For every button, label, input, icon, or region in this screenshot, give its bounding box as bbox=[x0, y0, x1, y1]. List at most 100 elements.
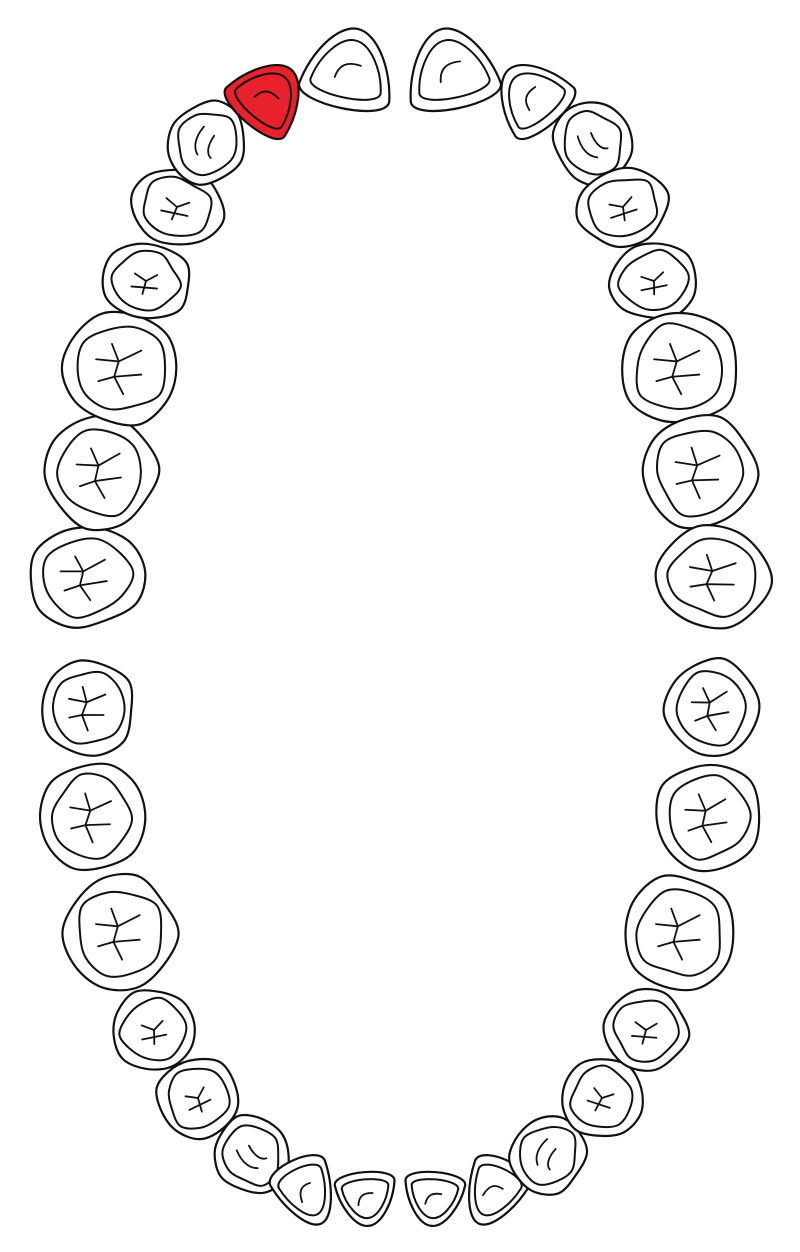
lower-right-third-molar[interactable] bbox=[38, 657, 135, 759]
upper-left-lateral-incisor[interactable] bbox=[480, 45, 583, 147]
upper-right-first-molar-occlusal-outline bbox=[76, 325, 167, 411]
upper-right-first-premolar-fissure-3 bbox=[160, 209, 189, 217]
upper-left-first-molar-crown-outline bbox=[621, 311, 738, 424]
upper-right-central-incisor[interactable] bbox=[296, 19, 403, 117]
lower-right-second-premolar[interactable] bbox=[108, 984, 200, 1075]
upper-left-third-molar-fissure-1 bbox=[705, 553, 716, 602]
upper-left-second-molar-fissure-3 bbox=[696, 454, 721, 467]
lower-right-first-molar[interactable] bbox=[61, 872, 180, 992]
lower-left-lateral-incisor-occlusal-outline bbox=[473, 1163, 523, 1217]
upper-right-canine-crown-outline bbox=[166, 99, 246, 186]
lower-left-first-molar[interactable] bbox=[624, 874, 735, 992]
lower-right-first-molar-fissure-3 bbox=[116, 914, 141, 928]
lower-left-third-molar-fissure-5 bbox=[694, 715, 709, 722]
upper-right-third-molar-occlusal-outline bbox=[42, 537, 135, 619]
lower-right-first-premolar-occlusal-outline bbox=[167, 1067, 231, 1130]
upper-left-third-molar[interactable] bbox=[651, 521, 776, 633]
lower-right-first-molar-fissure-5 bbox=[97, 940, 115, 948]
upper-left-third-molar-fissure-4 bbox=[705, 583, 735, 586]
lower-left-second-molar-fissure-5 bbox=[687, 824, 704, 832]
upper-left-second-premolar-fissure-3 bbox=[640, 284, 668, 292]
lower-left-second-premolar-occlusal-outline bbox=[612, 999, 680, 1063]
upper-right-first-molar-fissure-3 bbox=[117, 349, 143, 363]
lower-left-canine[interactable] bbox=[497, 1102, 599, 1206]
upper-left-third-molar-fissure-2 bbox=[688, 566, 714, 572]
upper-right-canine[interactable] bbox=[153, 87, 261, 199]
lower-left-first-premolar[interactable] bbox=[550, 1046, 656, 1151]
upper-left-second-premolar[interactable] bbox=[604, 238, 701, 326]
upper-left-second-molar-occlusal-outline bbox=[656, 429, 745, 518]
upper-left-first-molar[interactable] bbox=[621, 311, 738, 424]
upper-right-canine-fissure-1 bbox=[194, 125, 205, 156]
lower-right-first-molar-fissure-1 bbox=[110, 907, 124, 961]
lower-right-first-molar-fissure-4 bbox=[112, 938, 141, 943]
lower-left-second-premolar-fissure-3 bbox=[631, 1035, 658, 1039]
lower-left-first-premolar-occlusal-outline bbox=[569, 1064, 634, 1129]
upper-left-canine-occlusal-outline bbox=[563, 110, 623, 176]
upper-right-second-molar-fissure-3 bbox=[97, 452, 121, 467]
lower-left-central-incisor-occlusal-outline bbox=[410, 1178, 460, 1220]
lower-left-first-molar-crown-outline bbox=[624, 874, 735, 992]
upper-left-central-incisor[interactable] bbox=[397, 19, 504, 117]
lower-right-second-molar-fissure-4 bbox=[84, 823, 111, 826]
upper-right-first-molar-fissure-4 bbox=[113, 373, 143, 378]
lower-left-canine-fissure-2 bbox=[547, 1148, 557, 1171]
upper-right-second-premolar-fissure-3 bbox=[130, 285, 158, 290]
lower-left-central-incisor[interactable] bbox=[402, 1170, 467, 1229]
lower-right-second-molar-fissure-2 bbox=[69, 806, 92, 812]
lower-left-third-molar[interactable] bbox=[659, 655, 763, 760]
lower-right-second-molar-fissure-1 bbox=[84, 792, 94, 844]
lower-left-second-molar[interactable] bbox=[654, 763, 762, 874]
lower-left-first-molar-fissure-3 bbox=[676, 914, 701, 928]
upper-left-second-molar-fissure-1 bbox=[690, 446, 701, 500]
lower-left-second-molar-occlusal-outline bbox=[668, 774, 752, 861]
upper-right-central-incisor-fissure-1 bbox=[333, 62, 362, 78]
lower-right-second-molar[interactable] bbox=[37, 761, 148, 874]
lower-right-lateral-incisor-fissure-1 bbox=[299, 1182, 311, 1203]
lower-left-second-molar-fissure-2 bbox=[684, 808, 707, 812]
lower-right-lateral-incisor-occlusal-outline bbox=[277, 1163, 327, 1217]
lower-right-second-premolar-fissure-3 bbox=[141, 1033, 168, 1041]
upper-right-second-molar[interactable] bbox=[42, 413, 163, 533]
lower-left-third-molar-occlusal-outline bbox=[675, 670, 747, 747]
lower-right-third-molar-crown-outline bbox=[41, 659, 134, 757]
upper-right-second-molar-fissure-4 bbox=[94, 476, 122, 482]
lower-left-first-molar-fissure-2 bbox=[655, 923, 679, 928]
upper-right-third-molar-crown-outline bbox=[29, 526, 147, 629]
lower-right-third-molar-fissure-1 bbox=[81, 685, 89, 732]
upper-left-canine-fissure-2 bbox=[590, 132, 609, 150]
lower-left-lateral-incisor-fissure-1 bbox=[482, 1185, 504, 1197]
upper-left-central-incisor-crown-outline bbox=[409, 27, 502, 112]
lower-left-first-molar-fissure-1 bbox=[670, 907, 684, 961]
lower-left-second-premolar[interactable] bbox=[598, 983, 695, 1076]
upper-right-first-premolar-occlusal-outline bbox=[142, 175, 213, 237]
upper-left-lateral-incisor-fissure-1 bbox=[525, 86, 537, 112]
upper-left-first-premolar[interactable] bbox=[568, 158, 679, 257]
lower-right-lateral-incisor[interactable] bbox=[265, 1148, 349, 1236]
upper-left-second-molar-fissure-2 bbox=[674, 461, 699, 467]
upper-right-lateral-incisor[interactable] bbox=[217, 45, 320, 147]
upper-right-first-molar-fissure-2 bbox=[95, 358, 120, 363]
upper-right-first-molar[interactable] bbox=[60, 310, 178, 427]
lower-right-central-incisor-fissure-1 bbox=[357, 1192, 374, 1207]
lower-right-second-premolar-occlusal-outline bbox=[118, 996, 188, 1062]
upper-left-first-molar-fissure-2 bbox=[653, 358, 678, 363]
lower-left-third-molar-fissure-2 bbox=[690, 701, 711, 704]
upper-left-second-molar-fissure-4 bbox=[691, 478, 720, 482]
lower-right-first-molar-fissure-2 bbox=[95, 923, 119, 928]
lower-right-central-incisor[interactable] bbox=[333, 1170, 398, 1229]
upper-left-first-premolar-fissure-3 bbox=[610, 208, 638, 219]
upper-right-third-molar-fissure-2 bbox=[59, 570, 85, 573]
lower-right-third-molar-fissure-2 bbox=[68, 697, 88, 704]
upper-right-second-premolar[interactable] bbox=[98, 238, 193, 323]
upper-left-third-molar-fissure-3 bbox=[711, 562, 737, 572]
lower-left-first-molar-fissure-4 bbox=[672, 938, 701, 943]
upper-right-third-molar[interactable] bbox=[27, 522, 150, 631]
lower-left-first-molar-fissure-5 bbox=[657, 940, 675, 948]
lower-right-third-molar-fissure-3 bbox=[85, 693, 107, 704]
upper-left-second-molar[interactable] bbox=[640, 412, 762, 532]
upper-right-central-incisor-crown-outline bbox=[298, 27, 391, 112]
upper-left-canine[interactable] bbox=[542, 88, 648, 197]
upper-right-first-premolar[interactable] bbox=[122, 157, 234, 256]
